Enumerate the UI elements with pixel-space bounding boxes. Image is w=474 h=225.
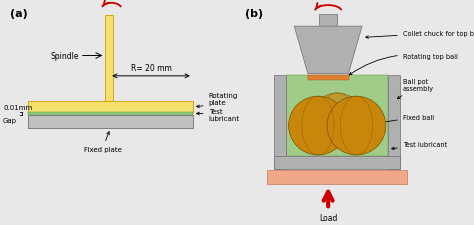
FancyBboxPatch shape: [28, 112, 193, 115]
Text: (b): (b): [245, 9, 263, 19]
Text: Ball pot
assembly: Ball pot assembly: [397, 79, 434, 99]
FancyBboxPatch shape: [274, 75, 286, 169]
FancyBboxPatch shape: [105, 16, 113, 101]
Text: Collet chuck for top ball: Collet chuck for top ball: [366, 31, 474, 39]
Text: Test lubricant: Test lubricant: [392, 141, 447, 150]
Circle shape: [289, 97, 347, 155]
Circle shape: [310, 93, 364, 147]
Text: R= 20 mm: R= 20 mm: [131, 63, 172, 72]
FancyBboxPatch shape: [388, 75, 401, 169]
Polygon shape: [294, 27, 362, 74]
Text: (a): (a): [10, 9, 27, 19]
Text: Fixed ball: Fixed ball: [367, 114, 434, 126]
FancyBboxPatch shape: [274, 156, 401, 169]
FancyBboxPatch shape: [28, 115, 193, 129]
Text: 0.01mm: 0.01mm: [3, 104, 32, 110]
Text: Fixed plate: Fixed plate: [83, 132, 121, 152]
Text: Gap: Gap: [3, 117, 17, 123]
Text: Spindle: Spindle: [50, 52, 79, 61]
FancyBboxPatch shape: [319, 15, 337, 27]
FancyBboxPatch shape: [267, 170, 407, 184]
Text: Rotating
plate: Rotating plate: [197, 92, 238, 108]
Text: Rotating top ball: Rotating top ball: [349, 53, 457, 75]
Text: Test
lubricant: Test lubricant: [197, 108, 240, 121]
FancyBboxPatch shape: [28, 101, 193, 112]
Text: Load: Load: [319, 213, 337, 222]
FancyBboxPatch shape: [286, 75, 388, 156]
FancyBboxPatch shape: [308, 75, 348, 80]
Circle shape: [327, 97, 386, 155]
